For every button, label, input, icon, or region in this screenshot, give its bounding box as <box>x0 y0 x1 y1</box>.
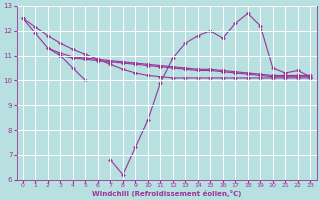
X-axis label: Windchill (Refroidissement éolien,°C): Windchill (Refroidissement éolien,°C) <box>92 190 241 197</box>
